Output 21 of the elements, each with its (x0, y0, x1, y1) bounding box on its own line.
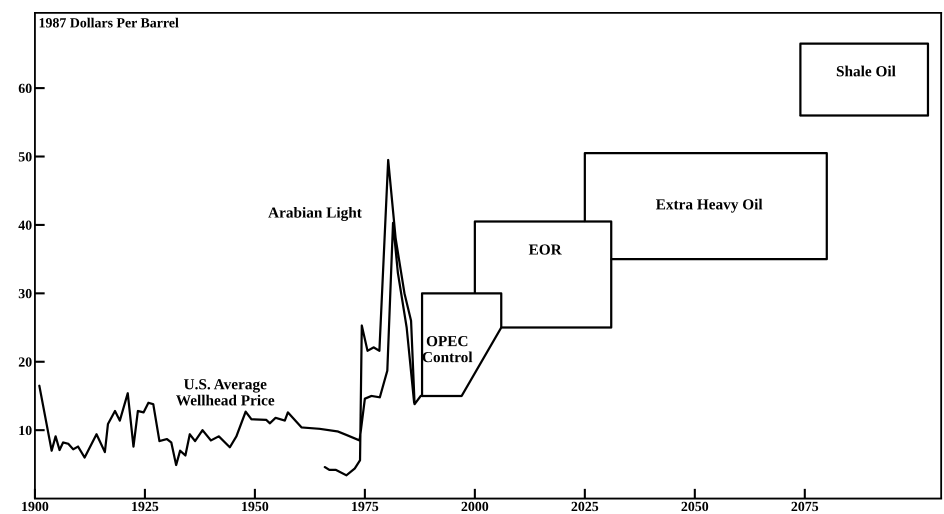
y-tick-label: 60 (18, 84, 32, 94)
x-tick-label: 2075 (791, 502, 818, 512)
text: Extra Heavy Oil (656, 198, 762, 213)
series-label: Arabian Light (268, 206, 362, 221)
series-label: EOR (528, 244, 562, 255)
y-tick-label: 40 (18, 220, 32, 230)
y-tick-label: 20 (18, 357, 32, 367)
y-tick-label: 50 (18, 152, 32, 162)
x-tick-label: 1900 (22, 502, 48, 512)
x-tick-label: 1975 (352, 502, 378, 512)
x-tick-label: 2000 (462, 502, 488, 512)
series-label: OPEC Control (422, 336, 472, 362)
y-tick-label: 10 (19, 426, 32, 436)
y-tick-label: 30 (18, 288, 32, 298)
y-axis-title: 1987 Dollars Per Barrel (40, 18, 179, 28)
series-label: U.S. Average Wellhead Price (176, 379, 274, 406)
x-tick-label: 2025 (572, 502, 598, 512)
x-tick-label: 1925 (132, 502, 158, 512)
x-tick-label: 1950 (242, 502, 268, 512)
series-label: Shale Oil (836, 66, 896, 76)
x-tick-label: 2050 (682, 502, 708, 512)
